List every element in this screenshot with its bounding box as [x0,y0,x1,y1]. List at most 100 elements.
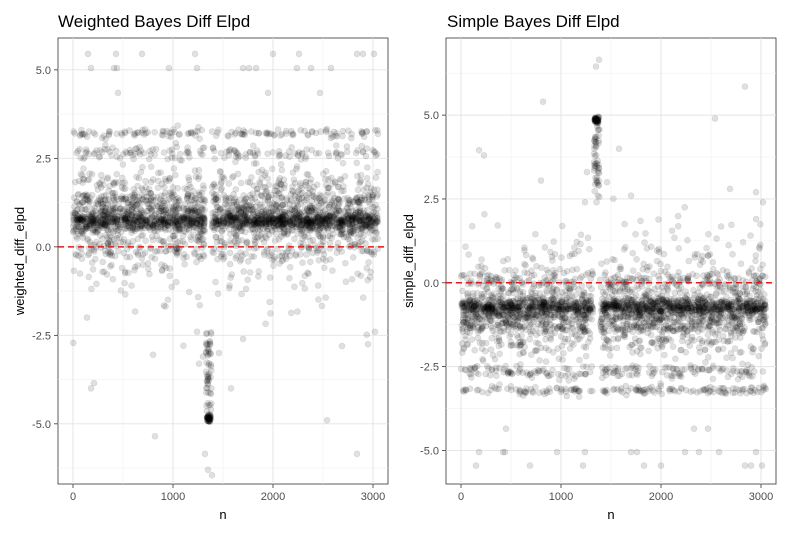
simple-point [601,340,609,348]
weighted-point [194,213,201,220]
weighted-point [339,127,347,135]
weighted-point [315,296,322,303]
weighted-point [141,224,149,232]
weighted-point [70,339,77,347]
weighted-point [371,227,379,234]
weighted-point [84,196,92,203]
weighted-point [328,226,336,234]
weighted-outlier-point [206,339,214,346]
weighted-spike-point [207,390,215,398]
weighted-point [328,174,335,182]
weighted-point [101,215,109,222]
weighted-point [104,240,112,247]
weighted-point [228,219,235,226]
weighted-point [116,208,124,216]
weighted-point [301,198,308,205]
simple-point [632,291,640,299]
simple-point [575,370,583,378]
weighted-point [329,267,336,274]
weighted-point [303,146,310,153]
simple-point [481,347,489,355]
weighted-point [137,217,145,225]
weighted-point [138,185,146,192]
weighted-point [292,252,300,259]
simple-point [687,388,695,396]
weighted-point [173,278,180,286]
weighted-point [101,268,108,276]
simple-point [550,238,558,245]
weighted-point [111,189,119,197]
weighted-point [344,201,352,208]
weighted-point [112,193,120,201]
weighted-point [152,215,160,222]
weighted-spike-point [203,329,211,337]
weighted-point [312,218,319,225]
weighted-point [369,146,377,154]
weighted-point [374,168,381,176]
simple-point [669,343,677,350]
weighted-point [136,244,144,252]
weighted-point [212,278,219,286]
weighted-point [168,283,175,291]
weighted-point [278,181,285,189]
weighted-point [173,143,181,151]
weighted-point [252,160,260,167]
weighted-point [282,130,290,137]
weighted-point [243,217,250,225]
weighted-point [173,211,181,219]
weighted-point [294,215,302,222]
weighted-point [227,240,235,247]
weighted-point [70,212,77,219]
weighted-point [139,211,146,219]
weighted-point [173,198,180,206]
weighted-point [73,149,80,157]
weighted-point [361,211,369,219]
weighted-point [268,218,276,225]
weighted-point [166,214,174,221]
weighted-point [264,225,272,233]
simple-point [756,265,764,273]
weighted-point [285,148,293,155]
weighted-point [363,264,371,272]
weighted-point [336,175,344,183]
weighted-outlier-point [264,89,272,97]
weighted-point [277,161,285,168]
weighted-point [179,221,186,229]
weighted-point [83,225,91,232]
weighted-point [242,195,249,203]
weighted-point [331,211,339,219]
weighted-point [302,196,310,204]
weighted-point [196,301,204,309]
weighted-point [118,264,126,272]
weighted-point [73,206,80,214]
weighted-point [274,216,281,224]
weighted-point [212,213,219,221]
weighted-point [176,156,184,164]
simple-point [496,337,503,345]
simple-panel-title: Simple Bayes Diff Elpd [447,12,620,31]
weighted-point [306,258,314,266]
weighted-point [124,199,131,207]
weighted-point [227,274,234,281]
weighted-point [184,192,191,200]
weighted-outlier-point [151,432,159,440]
weighted-point [143,217,151,225]
weighted-point [320,197,328,205]
weighted-point [97,220,104,228]
weighted-point [270,224,278,231]
weighted-point [288,187,296,194]
weighted-point [298,279,306,287]
weighted-point [322,175,329,183]
simple-point [531,230,539,238]
weighted-point [339,220,347,227]
weighted-point [214,218,222,225]
weighted-point [154,177,162,185]
weighted-point [276,152,284,159]
weighted-point [252,220,260,228]
weighted-point [102,205,110,212]
weighted-point [131,263,139,271]
weighted-point [255,130,263,137]
weighted-point [319,232,327,240]
weighted-point [208,223,216,231]
weighted-point [289,131,297,139]
